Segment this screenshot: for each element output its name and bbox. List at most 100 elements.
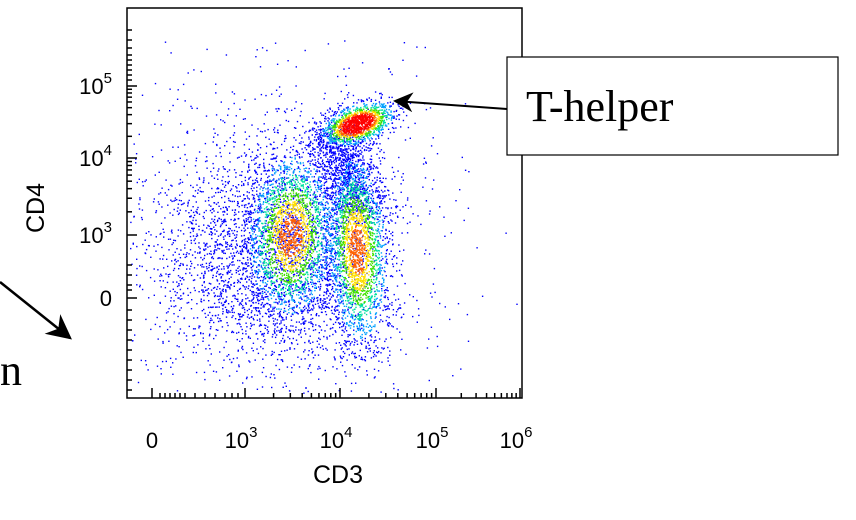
data-point: [267, 326, 269, 328]
data-point: [396, 270, 398, 272]
data-point: [352, 166, 354, 168]
data-point: [379, 307, 381, 309]
data-point: [172, 242, 174, 244]
data-point: [245, 248, 248, 250]
data-point: [357, 195, 359, 198]
data-point: [226, 213, 228, 215]
data-point: [208, 252, 211, 255]
data-point: [225, 224, 227, 226]
data-point: [211, 218, 213, 220]
data-point: [203, 281, 205, 283]
data-point: [335, 159, 338, 161]
data-point: [324, 177, 326, 179]
data-point: [299, 291, 301, 293]
data-point: [311, 206, 313, 208]
data-point: [171, 232, 173, 234]
data-point: [218, 248, 221, 250]
data-point: [341, 102, 344, 104]
data-point: [256, 240, 258, 243]
data-point: [327, 117, 329, 119]
data-point: [232, 257, 234, 259]
data-point: [224, 168, 226, 170]
data-point: [311, 257, 314, 259]
data-point: [324, 146, 327, 149]
data-point: [266, 145, 268, 148]
data-point: [310, 318, 312, 320]
data-point: [348, 178, 351, 180]
data-point: [227, 271, 229, 274]
data-point: [254, 220, 257, 222]
data-point: [325, 291, 328, 293]
data-point: [324, 112, 327, 115]
data-point: [315, 314, 317, 316]
data-point: [347, 144, 349, 146]
data-point: [306, 176, 308, 178]
data-point: [180, 351, 182, 354]
data-point: [219, 288, 221, 290]
data-point: [389, 214, 391, 216]
data-point: [326, 336, 328, 338]
data-point: [336, 317, 339, 319]
data-point: [278, 295, 280, 298]
data-point: [272, 323, 275, 325]
data-point: [476, 247, 478, 249]
data-point: [236, 338, 238, 341]
data-point: [344, 177, 347, 179]
data-point: [245, 322, 247, 324]
data-point: [316, 198, 319, 201]
data-point: [313, 297, 316, 300]
data-point: [388, 253, 391, 255]
data-point: [362, 208, 365, 210]
data-point: [429, 210, 431, 212]
data-point: [378, 137, 380, 139]
data-point: [253, 222, 256, 225]
data-point: [300, 142, 302, 145]
data-point: [157, 338, 159, 340]
data-point: [303, 323, 305, 325]
data-point: [319, 283, 322, 286]
data-point: [358, 179, 360, 181]
data-point: [324, 369, 326, 372]
data-point: [326, 306, 328, 308]
data-point: [251, 277, 253, 280]
data-point: [278, 224, 281, 226]
data-point: [317, 296, 319, 299]
data-point: [342, 266, 345, 268]
data-point: [316, 264, 318, 266]
data-point: [193, 239, 195, 242]
data-point: [160, 124, 162, 126]
data-point: [303, 283, 305, 285]
data-point: [227, 266, 230, 268]
data-point: [239, 281, 241, 284]
data-point: [387, 102, 389, 104]
data-point: [275, 230, 278, 232]
data-point: [319, 338, 321, 341]
data-point: [330, 186, 332, 189]
data-point: [241, 245, 244, 247]
data-point: [237, 267, 239, 269]
data-point: [254, 251, 256, 253]
data-point: [347, 309, 349, 311]
data-point: [215, 192, 217, 194]
data-point: [336, 234, 339, 236]
data-point: [379, 160, 382, 162]
data-point: [308, 143, 310, 146]
data-point: [179, 178, 182, 181]
data-point: [235, 247, 237, 249]
data-point: [336, 168, 338, 170]
data-point: [386, 289, 388, 291]
data-point: [319, 346, 322, 349]
data-point: [370, 148, 373, 150]
data-point: [275, 157, 277, 159]
data-point: [218, 205, 220, 207]
data-point: [266, 216, 268, 219]
data-point: [273, 129, 275, 131]
data-point: [344, 159, 347, 162]
data-point: [318, 154, 320, 156]
data-point: [362, 155, 364, 157]
data-point: [247, 197, 249, 199]
data-point: [276, 330, 278, 332]
data-point: [179, 257, 182, 259]
data-point: [333, 236, 336, 238]
data-point: [380, 283, 382, 285]
